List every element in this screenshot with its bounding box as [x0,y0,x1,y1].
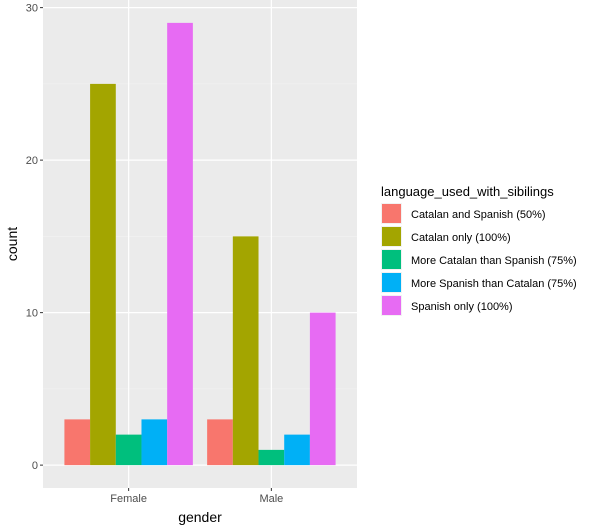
bar [309,312,336,466]
bars [64,22,336,466]
legend-label: More Catalan than Spanish (75%) [411,255,577,267]
legend-swatch [382,227,401,246]
bar [167,22,193,466]
legend-label: Catalan only (100%) [411,232,511,244]
legend-swatch [382,273,401,292]
y-tick-label: 30 [26,3,38,15]
legend-title: language_used_with_sibilings [381,184,554,199]
x-axis-ticks: Female Male [110,488,283,505]
y-tick-label: 20 [26,155,38,167]
y-axis-ticks: 0 10 20 30 [26,3,43,472]
legend: language_used_with_sibilings Catalan and… [381,184,577,316]
bar [64,419,91,466]
bar [115,434,142,466]
legend-label: Catalan and Spanish (50%) [411,209,546,221]
x-tick-label: Female [110,493,147,505]
legend-swatch [382,250,401,269]
bar [258,449,285,466]
legend-swatch [382,296,401,315]
x-axis-title: gender [178,509,222,525]
legend-label: Spanish only (100%) [411,301,513,313]
legend-label: More Spanish than Catalan (75%) [411,278,577,290]
bar [207,419,233,466]
x-tick-label: Male [259,493,283,505]
y-tick-label: 0 [32,460,38,472]
bar [90,83,116,466]
bar [232,236,259,466]
legend-swatch [382,204,401,223]
y-axis-title: count [4,227,20,261]
y-tick-label: 10 [26,308,38,320]
bar [141,419,168,466]
bar [284,434,310,466]
